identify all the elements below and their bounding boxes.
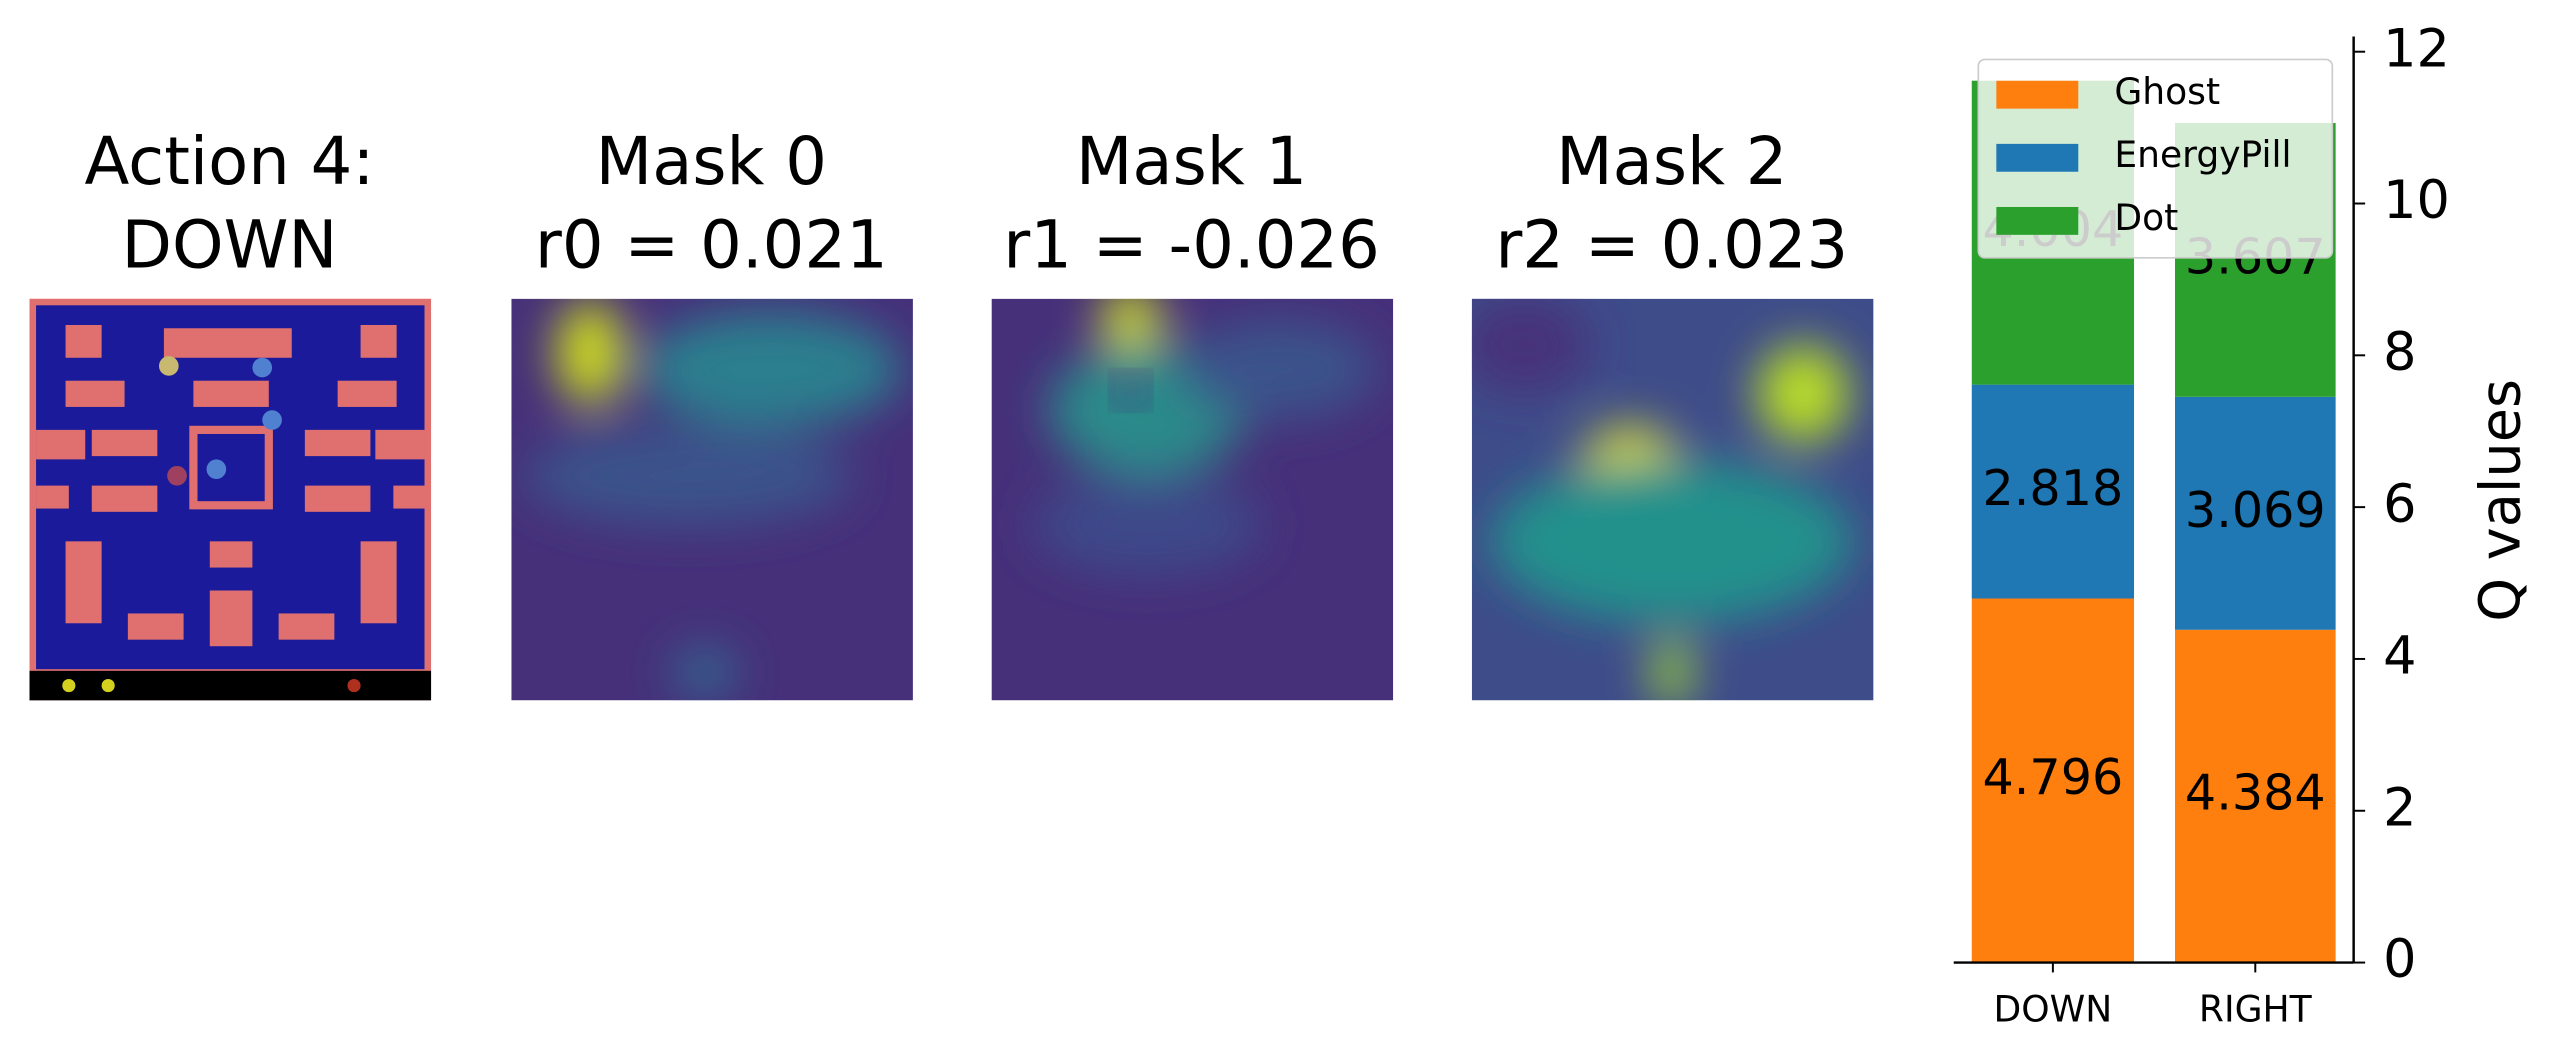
panel-title: Mask 1	[1076, 124, 1307, 200]
value-label: 2.818	[1983, 459, 2124, 517]
legend-label: EnergyPill	[2114, 134, 2291, 176]
bar-segment	[1971, 598, 2135, 963]
value-label: 3.069	[2185, 481, 2326, 539]
panel-title: r1 = -0.026	[1003, 208, 1380, 284]
legend-label: Ghost	[2114, 71, 2220, 113]
y-tick-label: 6	[2383, 474, 2416, 535]
bar-segment	[1971, 384, 2135, 599]
y-axis-label: Q values	[2469, 379, 2534, 622]
y-tick-label: 8	[2383, 322, 2416, 383]
value-label: 4.384	[2185, 764, 2326, 822]
y-tick-label: 4	[2383, 626, 2416, 687]
bar-segment	[2174, 629, 2336, 963]
legend: Ghost EnergyPill Dot	[1977, 58, 2334, 259]
x-tick-label: RIGHT	[2199, 989, 2313, 1031]
panel-title: r2 = 0.023	[1495, 208, 1848, 284]
panel-title: Mask 0	[596, 124, 827, 200]
panel-title: Action 4:	[85, 124, 375, 200]
x-tick-label: DOWN	[1994, 989, 2113, 1031]
panel-title: Mask 2	[1556, 124, 1787, 200]
y-tick-label: 12	[2383, 18, 2450, 79]
value-label: 4.796	[1983, 748, 2124, 806]
game-frame	[29, 298, 432, 701]
panel-title: DOWN	[122, 208, 338, 284]
y-tick-label: 0	[2383, 929, 2416, 990]
legend-swatch	[1996, 206, 2079, 235]
legend-label: Dot	[2114, 197, 2178, 239]
bar-segment	[2174, 396, 2336, 630]
y-tick-label: 10	[2383, 170, 2450, 231]
legend-swatch	[1996, 80, 2079, 109]
legend-swatch	[1996, 143, 2079, 172]
panel-title: r0 = 0.021	[535, 208, 888, 284]
y-tick-label: 2	[2383, 777, 2416, 838]
heatmap	[511, 298, 913, 701]
heatmap	[1471, 298, 1874, 701]
heatmap	[991, 298, 1394, 701]
